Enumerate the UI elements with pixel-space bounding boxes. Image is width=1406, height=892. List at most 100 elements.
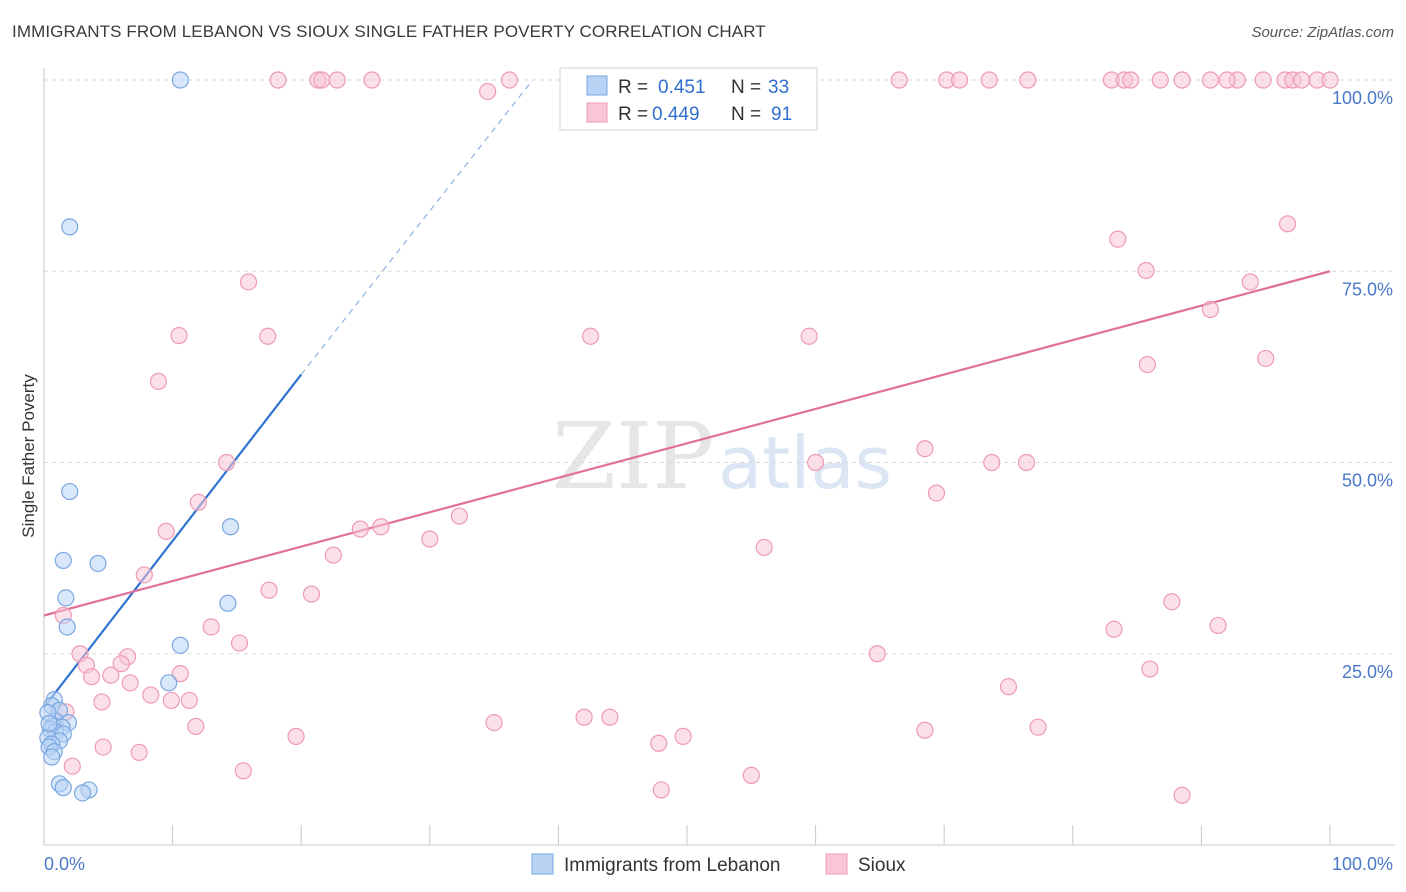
grid (44, 79, 1395, 655)
sioux-point (1163, 593, 1181, 611)
sioux-point (171, 665, 189, 683)
sioux-point (269, 71, 287, 89)
y-tick-label: 100.0% (1332, 88, 1393, 108)
sioux-point (650, 734, 668, 752)
sioux-point (1173, 786, 1191, 804)
legend-r-value-sioux: 0.449 (652, 104, 700, 125)
sioux-point (1029, 718, 1047, 736)
legend-r-label-sioux: R = (618, 104, 648, 125)
legend-n-label-sioux: N = (731, 104, 761, 125)
sioux-point (328, 71, 346, 89)
lebanon-point (54, 551, 72, 570)
sioux-point (157, 522, 175, 540)
sioux-point (112, 655, 130, 673)
legend-n-label-lebanon: N = (731, 77, 761, 98)
sioux-point (800, 327, 818, 345)
sioux-point (239, 273, 258, 291)
sioux-point (135, 566, 153, 584)
lebanon-point (171, 636, 189, 654)
sioux-point (363, 71, 381, 89)
sioux-point (202, 618, 220, 636)
sioux-point (806, 453, 825, 472)
sioux-point (93, 693, 111, 711)
sioux-point (189, 493, 207, 511)
lebanon-point (160, 674, 178, 692)
sioux-point (1201, 71, 1220, 89)
trend-lines (43, 79, 1331, 708)
sioux-point (652, 781, 670, 799)
sioux-point (187, 717, 205, 736)
series-legend: Immigrants from Lebanon Sioux (531, 853, 906, 876)
sioux-point (916, 440, 934, 458)
sioux-point (1138, 355, 1156, 374)
lebanon-point (171, 71, 189, 89)
x-tick-label-min: 0.0% (44, 854, 85, 874)
sioux-point (1173, 71, 1191, 89)
sioux-point (983, 453, 1001, 472)
lebanon-point (219, 594, 237, 612)
sioux-point (1209, 616, 1227, 635)
x-tick-label-max: 100.0% (1332, 854, 1393, 874)
legend-swatch-sioux (586, 102, 608, 123)
lebanon-point (40, 714, 58, 732)
sioux-point (500, 71, 519, 89)
legend-r-value-lebanon: 0.451 (658, 77, 706, 98)
y-axis-label: Single Father Poverty (19, 374, 38, 538)
sioux-point (234, 762, 252, 780)
lebanon-point (54, 779, 72, 797)
lebanon-point (57, 589, 75, 607)
sioux-points (54, 71, 1339, 804)
lebanon-point (89, 554, 107, 573)
watermark-zip: ZIP (552, 403, 714, 510)
sioux-point (581, 327, 600, 345)
legend-n-value-sioux: 91 (771, 104, 792, 125)
y-tick-label: 50.0% (1342, 471, 1393, 491)
sioux-point (890, 71, 908, 89)
y-tick-labels: 25.0% 50.0% 75.0% 100.0% (1332, 88, 1393, 682)
bottom-legend-label-lebanon: Immigrants from Lebanon (564, 855, 781, 876)
lebanon-point (61, 482, 79, 501)
sioux-point (575, 708, 593, 726)
sioux-point (162, 691, 180, 710)
legend-r-label-lebanon: R = (618, 77, 648, 98)
lebanon-points (39, 71, 240, 802)
sioux-point (1017, 453, 1036, 472)
sioux-point (951, 71, 969, 89)
sioux-point (121, 674, 139, 692)
y-tick-label: 75.0% (1342, 279, 1393, 299)
sioux-point (1321, 71, 1339, 89)
sioux-point (1122, 71, 1140, 89)
sioux-point (916, 721, 934, 739)
legend-n-value-lebanon: 33 (768, 77, 789, 98)
sioux-point (230, 634, 249, 652)
sioux-point (1257, 349, 1275, 368)
sioux-point (755, 538, 773, 557)
sioux-point (324, 546, 342, 564)
sioux-point (999, 678, 1018, 696)
lebanon-trend-extension (300, 79, 534, 375)
sioux-point (372, 518, 390, 536)
sioux-point (94, 738, 112, 756)
sioux-point (1278, 215, 1297, 233)
lebanon-point (73, 784, 92, 802)
sioux-point (149, 372, 168, 391)
sioux-point (313, 71, 331, 89)
sioux-point (1137, 261, 1155, 280)
sioux-point (1293, 71, 1311, 89)
correlation-legend: R = 0.451 N = 33 R = 0.449 N = 91 (559, 67, 818, 131)
sioux-point (868, 645, 886, 663)
sioux-point (218, 453, 236, 472)
sioux-point (674, 727, 692, 745)
sioux-point (351, 520, 369, 538)
watermark: ZIP atlas (552, 403, 892, 510)
sioux-point (259, 327, 277, 345)
sioux-point (1151, 71, 1169, 89)
sioux-trend-line (43, 270, 1331, 617)
sioux-point (63, 757, 81, 775)
sioux-point (82, 668, 101, 686)
sioux-point (980, 71, 998, 89)
sioux-point (1019, 71, 1037, 89)
lebanon-point (61, 218, 79, 236)
bottom-legend-label-sioux: Sioux (858, 855, 906, 876)
sioux-point (450, 507, 468, 525)
